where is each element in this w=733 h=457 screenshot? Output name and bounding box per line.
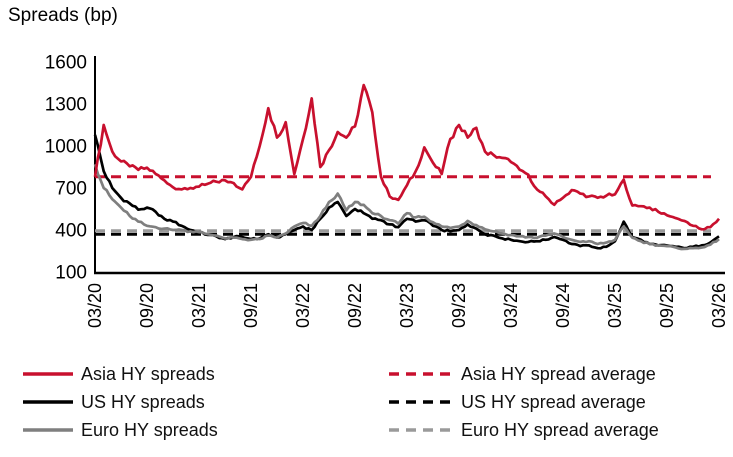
spread-chart: 100 400 700 1000 1300 1600 03/20 09/20 03/21 09/2… (45, 53, 729, 329)
x-tick-label: 09/22 (345, 283, 365, 328)
legend-item-euro-hy-average: Euro HY spread average (388, 416, 659, 444)
legend-item-euro-hy-spreads: Euro HY spreads (22, 416, 218, 444)
legend-label: Euro HY spreads (81, 419, 218, 440)
us-hy-average-swatch (389, 400, 453, 404)
legend-item-us-hy-average: US HY spread average (388, 388, 659, 416)
x-tick-label: 09/25 (657, 283, 677, 328)
x-tick-label: 03/20 (85, 283, 105, 328)
x-tick-label: 03/23 (397, 283, 417, 328)
chart-title: Spreads (bp) (8, 5, 118, 26)
legend-label: Asia HY spreads (81, 363, 215, 384)
x-tick-label: 03/21 (189, 283, 209, 328)
x-tick-label: 09/24 (553, 283, 573, 328)
legend-item-asia-hy-spreads: Asia HY spreads (22, 360, 218, 388)
y-tick-label: 700 (55, 179, 87, 200)
legend-label: US HY spread average (461, 391, 646, 412)
legend-label: Euro HY spread average (461, 419, 659, 440)
euro-hy-average-swatch (389, 428, 453, 432)
y-tick-label: 1000 (45, 137, 87, 158)
y-tick-label: 1600 (45, 53, 87, 74)
legend-item-us-hy-spreads: US HY spreads (22, 388, 218, 416)
y-tick-label: 1300 (45, 95, 87, 116)
y-tick-label: 100 (55, 263, 87, 284)
legend-item-asia-hy-average: Asia HY spread average (388, 360, 659, 388)
series-line-euro-hy-spreads (93, 163, 720, 251)
legend-label: Asia HY spread average (461, 363, 656, 384)
x-tick-label: 03/22 (293, 283, 313, 328)
x-tick-label: 03/24 (501, 283, 521, 328)
x-tick-label: 03/25 (605, 283, 625, 328)
y-tick-label: 400 (55, 221, 87, 242)
euro-hy-line-swatch (23, 428, 73, 432)
asia-hy-average-swatch (389, 372, 453, 376)
series-line-asia-hy-spreads (93, 83, 721, 231)
x-tick-label: 03/26 (709, 283, 729, 328)
asia-hy-line-swatch (23, 372, 73, 376)
legend: Asia HY spreads US HY spreads Euro HY sp… (0, 360, 733, 450)
x-tick-label: 09/21 (241, 283, 261, 328)
legend-label: US HY spreads (81, 391, 205, 412)
x-tick-label: 09/20 (137, 283, 157, 328)
x-tick-label: 09/23 (449, 283, 469, 328)
us-hy-line-swatch (23, 400, 73, 404)
